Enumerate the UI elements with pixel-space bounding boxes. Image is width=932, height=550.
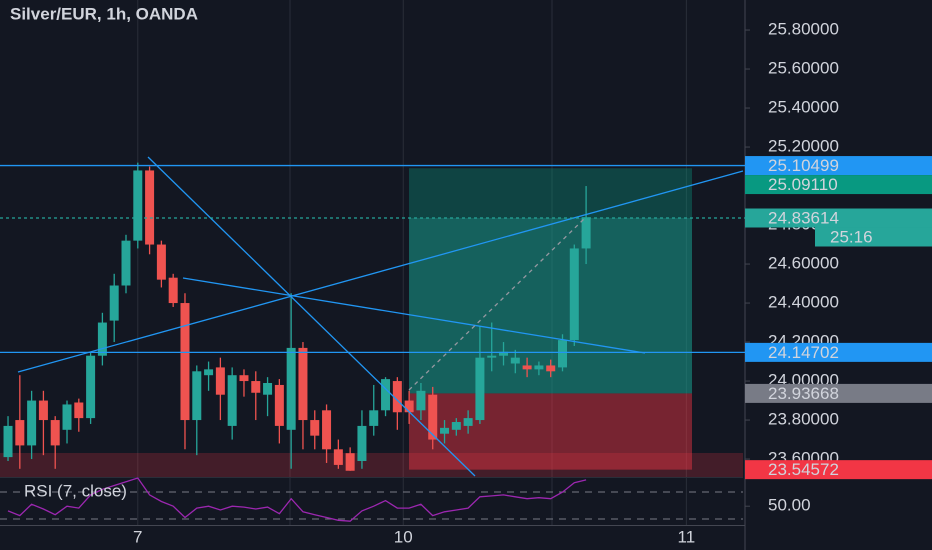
- candle-body: [534, 365, 544, 370]
- candle-body: [440, 427, 450, 434]
- candle-body: [251, 381, 261, 393]
- x-tick-label: 10: [394, 527, 413, 546]
- candle-body: [156, 244, 166, 280]
- y-tick-label: 25.60000: [768, 59, 839, 78]
- trend-line: [147, 156, 476, 477]
- rsi-pane: 50.00 RSI (7, close): [0, 477, 811, 522]
- countdown-label: 25:16: [830, 227, 873, 246]
- y-tick-label: 23.80000: [768, 410, 839, 429]
- price-tag: [745, 156, 932, 176]
- candle-body: [121, 240, 131, 286]
- trend-line: [17, 170, 744, 373]
- candle-body: [97, 322, 107, 356]
- price-tag-label: 24.83614: [768, 208, 839, 227]
- candle-body: [451, 422, 461, 430]
- candle-body: [192, 371, 202, 421]
- drawings: [17, 156, 744, 477]
- candle-body: [581, 217, 591, 249]
- price-tag: [745, 342, 932, 362]
- candle-body: [557, 340, 567, 368]
- candle-body: [510, 357, 520, 364]
- price-tag: [745, 175, 932, 195]
- price-tag-label: 23.54572: [768, 460, 839, 479]
- candle-body: [180, 303, 190, 421]
- candle-body: [369, 410, 379, 426]
- grid: [137, 0, 687, 525]
- candle-body: [109, 285, 119, 321]
- candle-body: [463, 418, 473, 426]
- candle-body: [204, 369, 214, 376]
- position-zones: [409, 168, 692, 470]
- candle-body: [133, 170, 143, 241]
- candle-body: [487, 355, 497, 358]
- candle-body: [168, 277, 178, 304]
- candle-body: [3, 425, 13, 458]
- candle-body: [215, 367, 225, 395]
- candle-body: [286, 347, 296, 430]
- candle-body: [50, 420, 60, 446]
- x-tick-label: 7: [133, 527, 142, 546]
- rsi-title: RSI (7, close): [24, 481, 127, 500]
- rsi-tick-label: 50.00: [768, 496, 811, 515]
- price-scale: 23.6000023.8000024.0000024.2000024.40000…: [745, 20, 839, 468]
- candle-body: [298, 347, 308, 421]
- price-tag-label: 24.14702: [768, 343, 839, 362]
- candle-body: [239, 375, 249, 382]
- position-path: [408, 217, 586, 391]
- y-tick-label: 24.40000: [768, 293, 839, 312]
- candle-body: [333, 449, 343, 465]
- y-tick-label: 24.60000: [768, 254, 839, 273]
- y-tick-label: 25.80000: [768, 20, 839, 39]
- candle-body: [522, 365, 532, 370]
- trend-line: [182, 277, 646, 354]
- candle-body: [475, 357, 485, 421]
- candle-body: [62, 404, 72, 430]
- candle-body: [27, 400, 37, 446]
- candle-body: [15, 420, 25, 446]
- stop-band: [0, 453, 743, 477]
- candle-body: [86, 355, 96, 419]
- candle-body: [404, 400, 414, 413]
- chart-title: Silver/EUR, 1h, OANDA: [10, 4, 198, 23]
- price-tag: [745, 208, 932, 228]
- candle-body: [357, 425, 367, 462]
- candle-body: [274, 384, 284, 426]
- price-tag-label: 25.10499: [768, 156, 839, 175]
- candle-body: [227, 375, 237, 426]
- candle-body: [428, 394, 438, 440]
- price-tag-label: 25.09110: [768, 175, 838, 194]
- candle-body: [263, 383, 273, 395]
- candle-body: [381, 379, 391, 411]
- candle-body: [145, 170, 155, 245]
- candle-body: [546, 365, 556, 372]
- candle-body: [569, 248, 579, 341]
- candle-body: [416, 390, 426, 411]
- candle-body: [499, 351, 509, 356]
- candle-body: [392, 381, 402, 413]
- candle-body: [74, 402, 84, 419]
- x-tick-label: 11: [678, 527, 696, 546]
- candle-body: [310, 420, 320, 436]
- candle-body: [322, 410, 332, 450]
- candle-body: [38, 400, 48, 421]
- price-tag: [745, 460, 932, 480]
- price-tag: [745, 383, 932, 403]
- target-zone: [409, 168, 692, 394]
- candle-body: [345, 453, 355, 471]
- y-tick-label: 25.40000: [768, 98, 839, 117]
- rsi-line: [7, 477, 587, 522]
- y-tick-label: 25.20000: [768, 137, 839, 156]
- candles: [3, 162, 591, 471]
- price-tag-label: 23.93668: [768, 384, 839, 403]
- countdown-tag: [815, 227, 932, 247]
